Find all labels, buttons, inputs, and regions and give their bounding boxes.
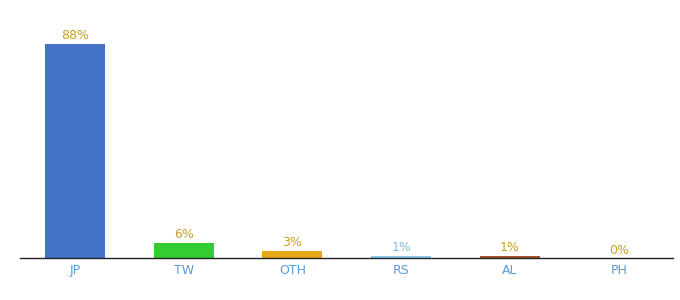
- Bar: [480, 256, 540, 258]
- Bar: [45, 44, 105, 258]
- Bar: [154, 243, 214, 258]
- Text: 1%: 1%: [391, 241, 411, 254]
- Text: 1%: 1%: [500, 241, 520, 254]
- Text: 88%: 88%: [61, 28, 89, 41]
- Bar: [262, 251, 322, 258]
- Text: 3%: 3%: [282, 236, 303, 249]
- Bar: [371, 256, 431, 258]
- Text: 0%: 0%: [609, 244, 629, 257]
- Text: 6%: 6%: [173, 228, 194, 242]
